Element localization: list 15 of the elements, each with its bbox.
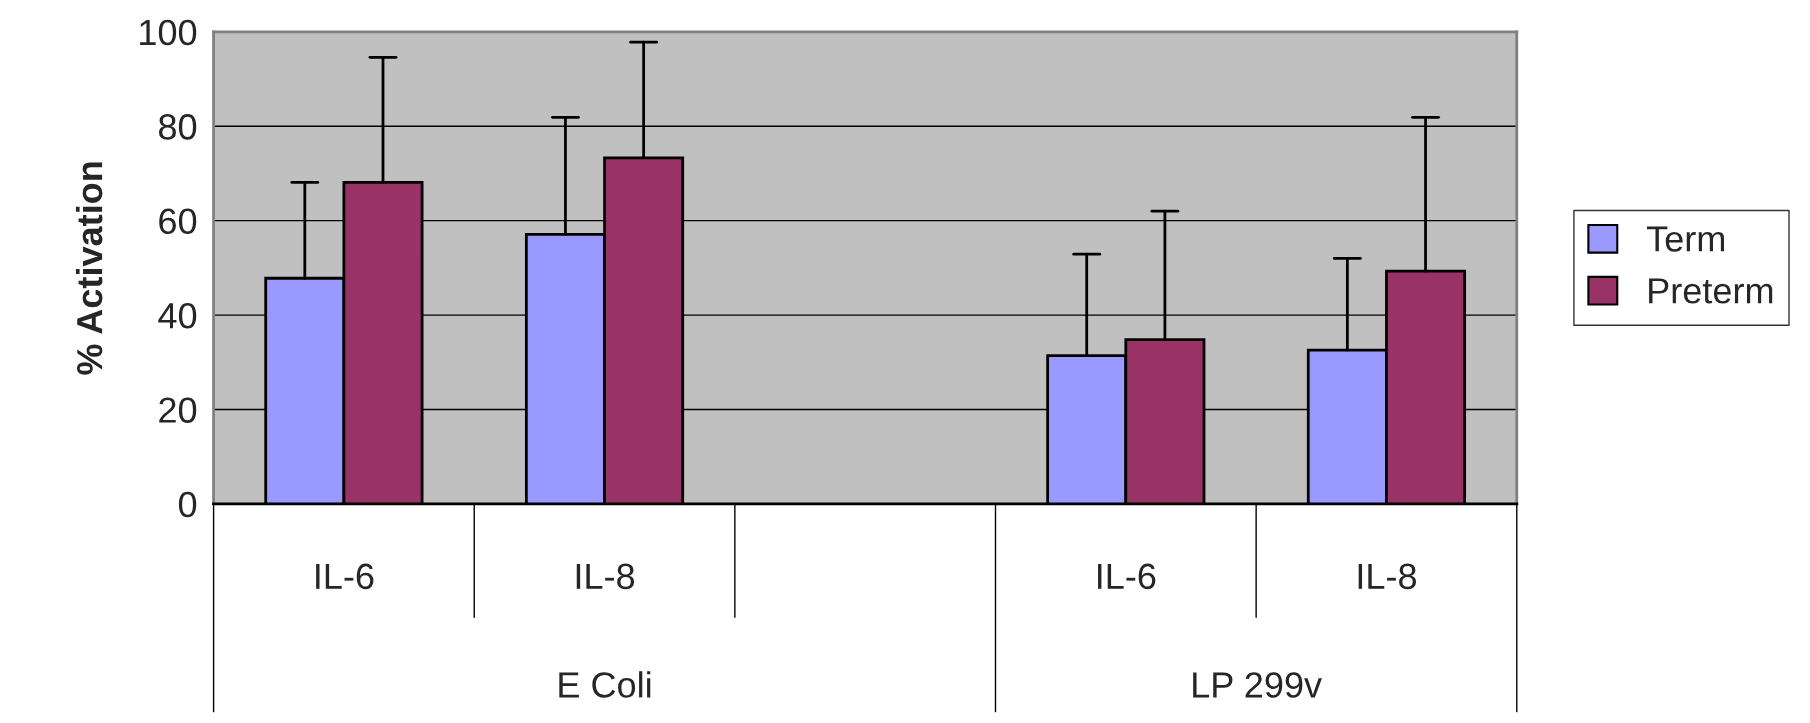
y-tick-label: 100 [140, 19, 197, 46]
x-tick-label: IL-8 [576, 563, 635, 590]
y-tick-label: 20 [159, 397, 197, 423]
x-tick-label: IL-6 [1098, 563, 1156, 590]
y-tick-label: 80 [159, 114, 197, 140]
y-tick-label: 40 [158, 302, 197, 329]
text: E Coli [559, 671, 651, 698]
x-tick-label: IL-6 [316, 563, 374, 590]
y-axis-title: % Activation [75, 162, 103, 375]
y-tick-label: 0 [178, 491, 197, 518]
text: LP 299v [1193, 672, 1322, 698]
x-tick-label: IL-8 [1358, 563, 1416, 590]
y-tick-label: 60 [159, 208, 197, 235]
legend-label: Preterm [1649, 278, 1773, 304]
legend-label: Term [1646, 226, 1724, 252]
